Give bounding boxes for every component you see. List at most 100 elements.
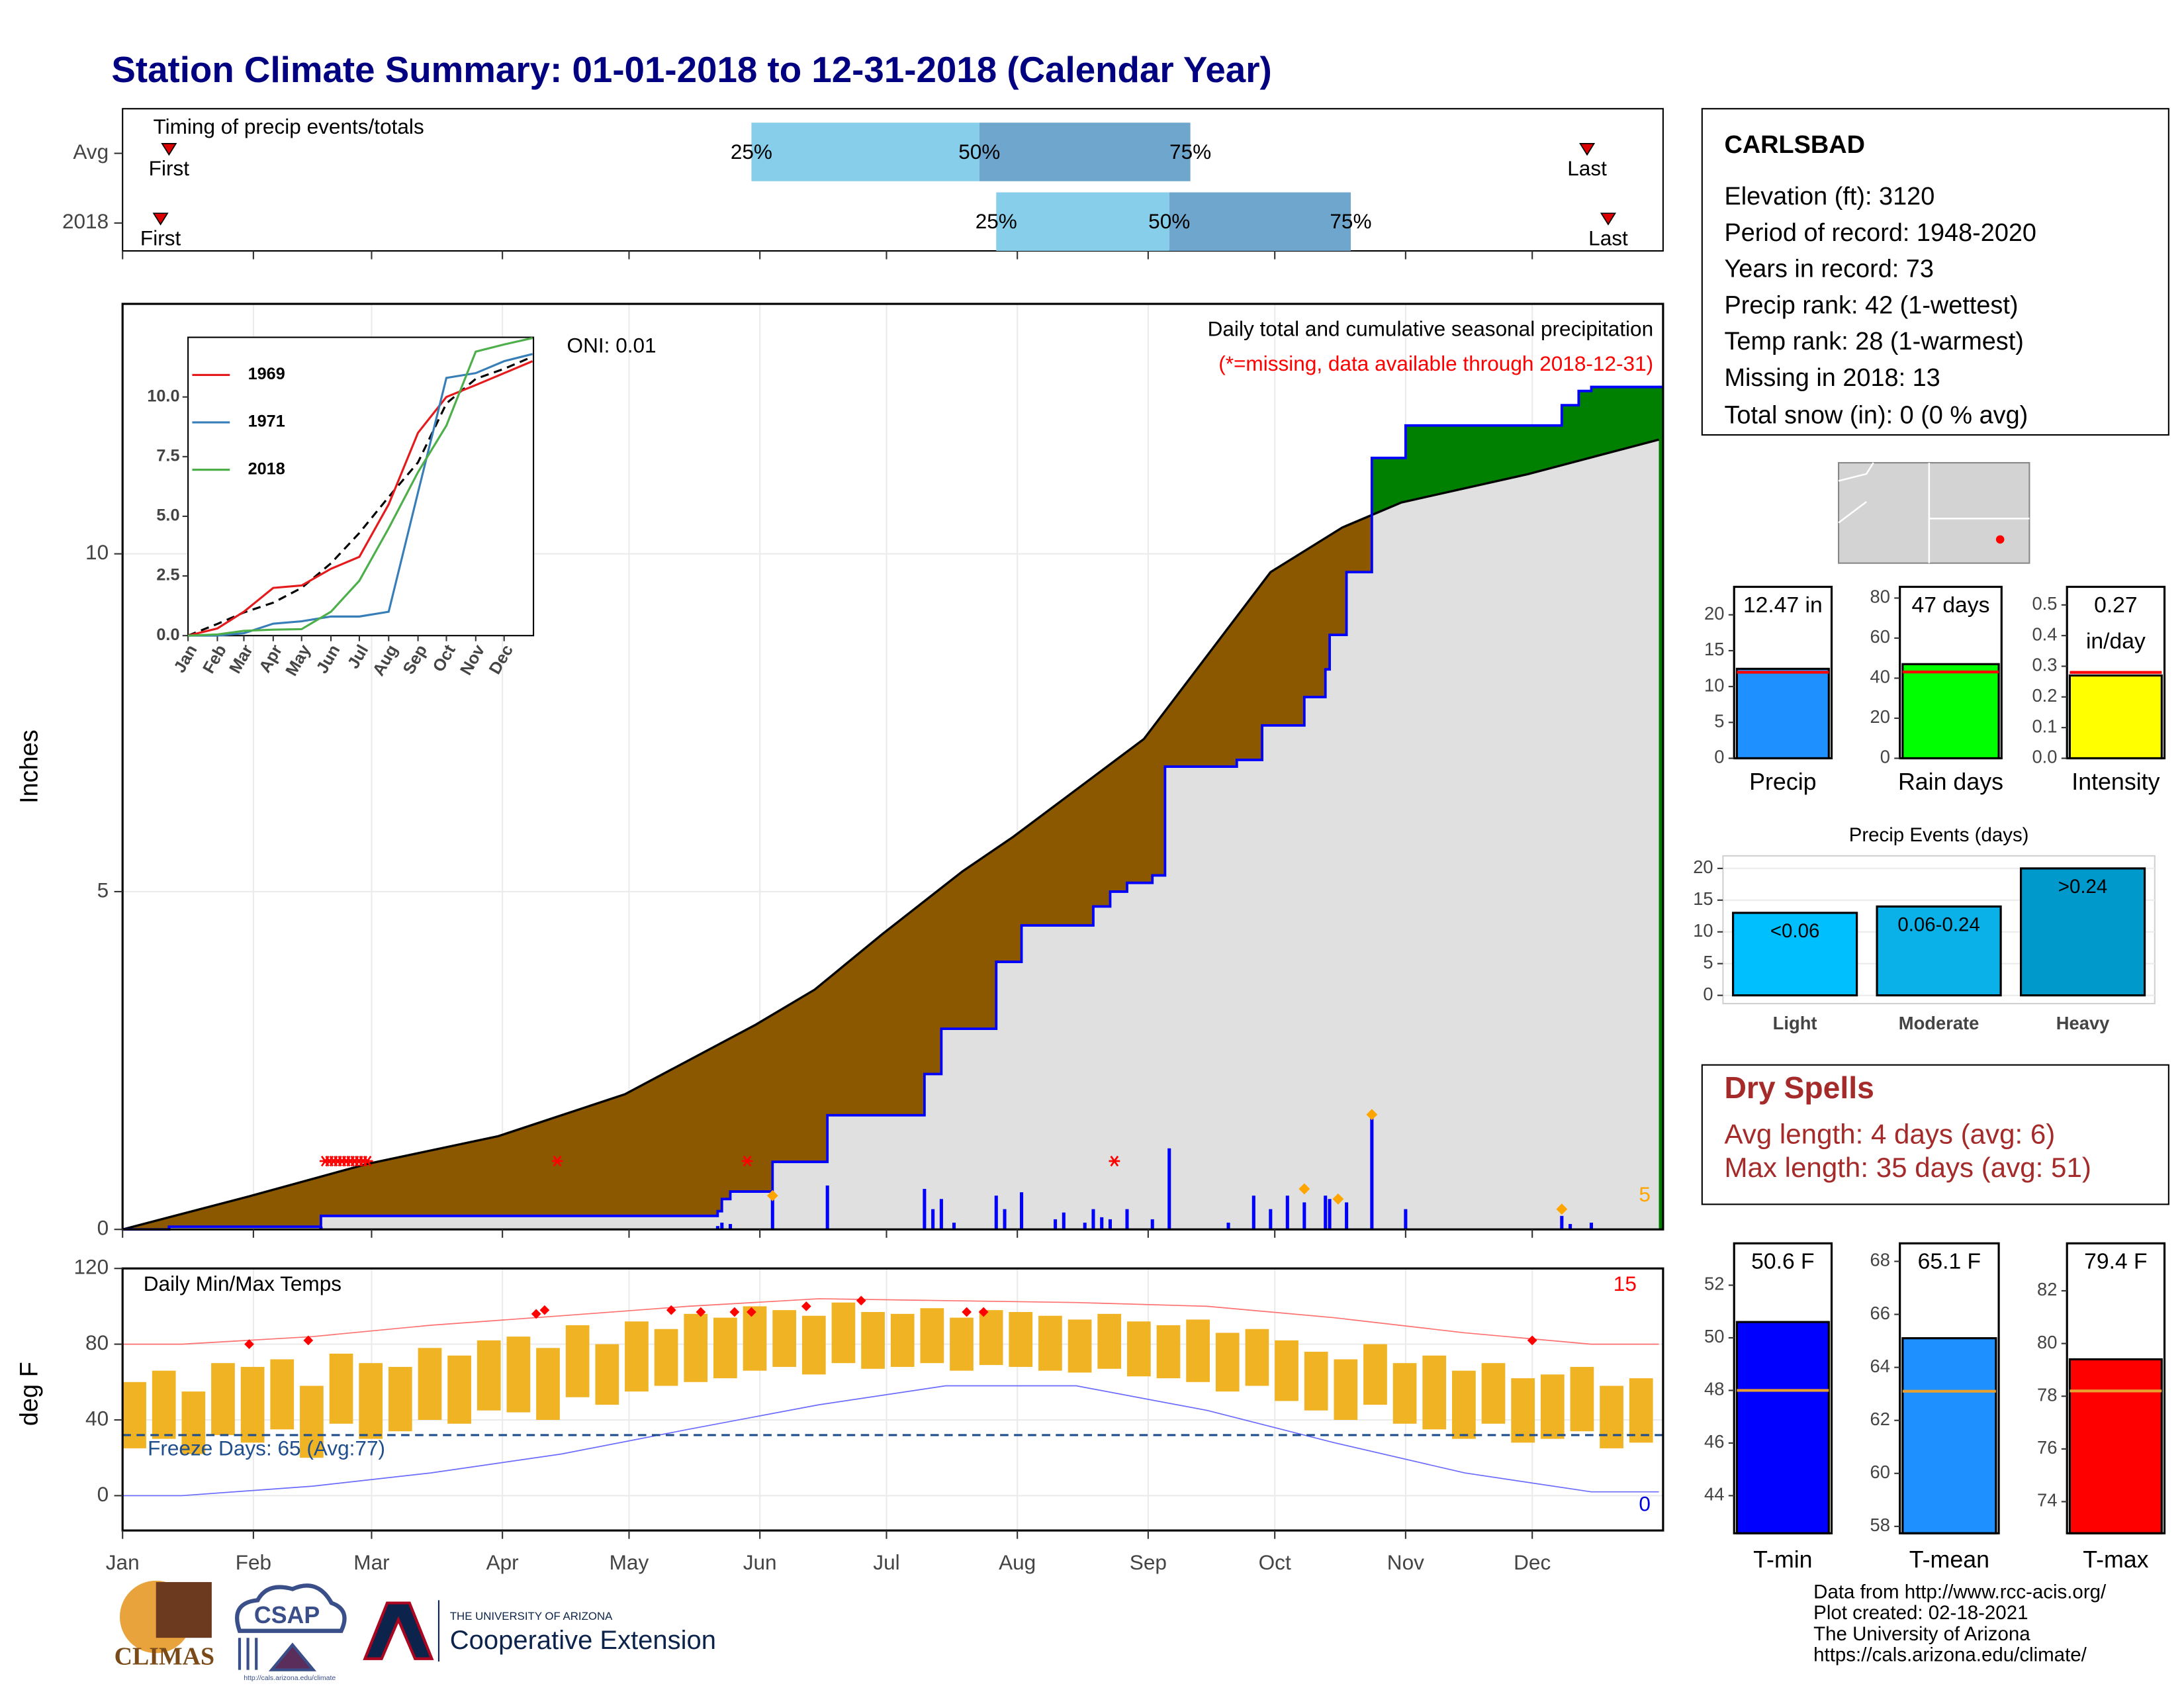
daily-bar [994, 1196, 998, 1230]
y-tick-label: 5 [1714, 711, 1724, 731]
daily-range-bar [979, 1310, 1003, 1366]
bin-label: >0.24 [2058, 876, 2108, 898]
y-tick-label: 40 [85, 1406, 109, 1430]
station-line: Temp rank: 28 (1-warmest) [1724, 328, 2023, 355]
y-tick-label: 48 [1704, 1379, 1724, 1399]
daily-bar [1062, 1212, 1066, 1230]
page-title: Station Climate Summary: 01-01-2018 to 1… [111, 49, 1271, 90]
gauge-border [1899, 1242, 2000, 1534]
gauge-border [1733, 1242, 1833, 1534]
station-line: Precip rank: 42 (1-wettest) [1724, 291, 2018, 319]
y-tick-label: 15 [1693, 888, 1713, 909]
y-tick-label: 0 [97, 1482, 109, 1506]
daily-range-bar [1540, 1374, 1565, 1439]
gauge-title: Rain days [1898, 769, 2003, 795]
daily-range-bar [1186, 1319, 1210, 1382]
daily-bar [1251, 1196, 1255, 1230]
daily-range-bar [388, 1366, 412, 1432]
daily-range-bar [890, 1313, 915, 1367]
daily-bar [1125, 1209, 1129, 1230]
daily-range-bar [1275, 1340, 1298, 1401]
y-tick-label: 76 [2037, 1437, 2057, 1458]
daily-bar [1108, 1219, 1112, 1230]
bar [1732, 912, 1858, 997]
record-low-count: 0 [1639, 1491, 1651, 1515]
x-tick-label: Mar [353, 1550, 389, 1574]
record-marker [1366, 1109, 1378, 1121]
gauge-value-label: 79.4 F [2084, 1250, 2147, 1274]
missing-marker [1109, 1155, 1120, 1167]
missing-marker [741, 1155, 753, 1167]
gauge-title: Intensity [2071, 769, 2160, 795]
x-tick-label: Aug [999, 1550, 1036, 1574]
daily-range-bar [1570, 1366, 1594, 1432]
record-high-marker [539, 1305, 550, 1315]
chart-title: Daily total and cumulative seasonal prec… [1208, 316, 1654, 340]
gauge-title: T-min [1753, 1546, 1812, 1573]
ua-logo [363, 1601, 434, 1660]
gauge-border [2066, 585, 2166, 760]
daily-range-bar [300, 1385, 324, 1458]
climas-logo: CLIMAS [114, 1642, 214, 1670]
daily-bar [1269, 1209, 1273, 1230]
daily-bar [1167, 1148, 1171, 1230]
daily-range-bar [772, 1310, 797, 1367]
last-label: Last [1588, 226, 1628, 250]
gauge-bar [1735, 1321, 1830, 1534]
gauge-bar [2068, 674, 2163, 760]
daily-range-bar [565, 1325, 590, 1397]
quartile-label: 25% [731, 140, 772, 164]
daily-range-bar [1392, 1363, 1417, 1424]
y-tick-label: 0.1 [2032, 716, 2057, 736]
x-tick-label: Jul [873, 1550, 899, 1574]
first-marker [161, 143, 177, 156]
y-tick-label: 78 [2037, 1384, 2057, 1405]
daily-bar [939, 1199, 943, 1230]
gauge-value-label: 47 days [1912, 593, 1990, 618]
x-tick-label: Heavy [2056, 1013, 2110, 1033]
y-tick-label: 80 [2037, 1332, 2057, 1352]
daily-bar [1324, 1196, 1328, 1230]
record-high-marker [978, 1307, 989, 1317]
daily-range-bar [801, 1315, 826, 1375]
x-tick-label: Moderate [1899, 1013, 1979, 1033]
daily-bar [1328, 1199, 1332, 1230]
y-tick-label: 58 [1870, 1515, 1890, 1535]
gauge-border [2066, 1242, 2166, 1534]
y-tick-label: 10 [85, 540, 109, 564]
quartile-bar [979, 122, 1191, 181]
y-tick-label: 66 [1870, 1303, 1890, 1323]
y-tick-label: 20 [1870, 706, 1890, 727]
gauge-bar [2068, 1358, 2163, 1534]
row-label: 2018 [62, 209, 109, 233]
daily-range-bar [1038, 1315, 1062, 1371]
y-tick-label: 10.0 [147, 387, 179, 405]
y-tick-label: 0.2 [2032, 685, 2057, 706]
chart-subtitle: (*=missing, data available through 2018-… [1218, 352, 1653, 375]
daily-bar [1370, 1114, 1374, 1230]
logos: CLIMAS CSAP http://cals.arizona.edu/clim… [114, 1580, 716, 1682]
daily-range-bar [1304, 1352, 1328, 1411]
series-line [188, 337, 533, 637]
y-tick-label: 80 [85, 1331, 109, 1354]
csap-url: http://cals.arizona.edu/climate [244, 1674, 336, 1682]
daily-bar [931, 1209, 935, 1230]
daily-bar [720, 1223, 724, 1230]
dry-spells-line: Avg length: 4 days (avg: 6) [1724, 1118, 2055, 1149]
x-tick-label: Nov [1387, 1550, 1424, 1574]
y-tick-label: 80 [1870, 586, 1890, 607]
gauge-border [1899, 585, 2003, 760]
y-tick-label: 0 [97, 1216, 109, 1240]
gauge-title: T-mean [1909, 1546, 1989, 1573]
record-high-marker [729, 1307, 740, 1317]
last-marker [1579, 143, 1596, 156]
daily-range-bar [950, 1317, 974, 1371]
record-max-line [122, 1298, 1659, 1345]
daily-range-bar [861, 1311, 885, 1369]
csap-logo: CSAP [254, 1602, 320, 1628]
x-tick-label: Jan [106, 1550, 140, 1574]
daily-bar [1302, 1202, 1306, 1230]
first-marker [152, 212, 169, 226]
series-line [188, 353, 533, 637]
